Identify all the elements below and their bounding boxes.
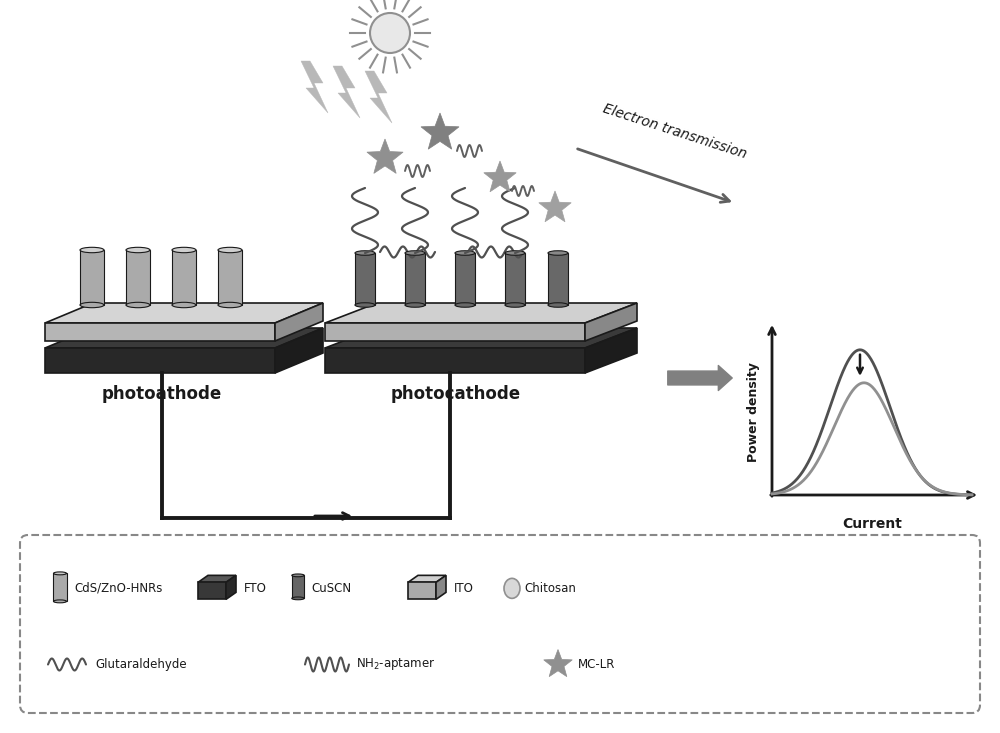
Polygon shape xyxy=(126,250,150,305)
Text: photocathode: photocathode xyxy=(391,385,521,403)
Polygon shape xyxy=(45,303,323,323)
Polygon shape xyxy=(544,649,572,677)
Polygon shape xyxy=(421,113,459,150)
Polygon shape xyxy=(408,575,446,582)
Polygon shape xyxy=(367,139,403,174)
Polygon shape xyxy=(226,575,236,600)
Polygon shape xyxy=(585,303,637,341)
Polygon shape xyxy=(365,71,392,123)
Polygon shape xyxy=(275,328,323,373)
Polygon shape xyxy=(45,348,275,373)
Polygon shape xyxy=(548,253,568,305)
Polygon shape xyxy=(325,328,637,348)
Polygon shape xyxy=(275,303,323,341)
Ellipse shape xyxy=(504,578,520,598)
Polygon shape xyxy=(408,582,436,600)
Polygon shape xyxy=(53,573,66,601)
Ellipse shape xyxy=(80,247,104,253)
Polygon shape xyxy=(45,328,323,348)
Polygon shape xyxy=(325,348,585,373)
Ellipse shape xyxy=(218,302,242,308)
Ellipse shape xyxy=(405,303,425,307)
Polygon shape xyxy=(333,66,360,118)
Text: Chitosan: Chitosan xyxy=(524,582,576,595)
Polygon shape xyxy=(172,250,196,305)
Polygon shape xyxy=(325,323,585,341)
Polygon shape xyxy=(355,253,375,305)
FancyArrowPatch shape xyxy=(668,366,732,391)
Polygon shape xyxy=(80,250,104,305)
Ellipse shape xyxy=(355,251,375,255)
Polygon shape xyxy=(325,303,637,323)
Text: photoathode: photoathode xyxy=(102,385,222,403)
Ellipse shape xyxy=(355,303,375,307)
Text: Current: Current xyxy=(842,517,902,531)
Text: ITO: ITO xyxy=(454,582,474,595)
Text: Electron transmission: Electron transmission xyxy=(601,101,749,161)
Ellipse shape xyxy=(548,303,568,307)
Ellipse shape xyxy=(405,251,425,255)
Polygon shape xyxy=(484,161,516,192)
Text: $\mathregular{-}$: $\mathregular{-}$ xyxy=(252,531,268,549)
Text: $\mathbf{e}^-$: $\mathbf{e}^-$ xyxy=(271,535,299,554)
Polygon shape xyxy=(539,191,571,222)
Text: CuSCN: CuSCN xyxy=(311,582,351,595)
Polygon shape xyxy=(45,323,275,341)
Polygon shape xyxy=(505,253,525,305)
Polygon shape xyxy=(455,253,475,305)
Polygon shape xyxy=(218,250,242,305)
Polygon shape xyxy=(292,575,304,598)
Ellipse shape xyxy=(172,302,196,308)
Ellipse shape xyxy=(292,574,304,577)
Ellipse shape xyxy=(126,247,150,253)
Polygon shape xyxy=(436,575,446,600)
Circle shape xyxy=(370,13,410,53)
Polygon shape xyxy=(405,253,425,305)
Text: FTO: FTO xyxy=(244,582,267,595)
Polygon shape xyxy=(198,575,236,582)
Ellipse shape xyxy=(455,251,475,255)
Ellipse shape xyxy=(54,572,66,575)
Polygon shape xyxy=(198,582,226,600)
Ellipse shape xyxy=(54,600,66,603)
Ellipse shape xyxy=(455,303,475,307)
Text: MC-LR: MC-LR xyxy=(578,658,615,671)
Polygon shape xyxy=(301,61,328,113)
FancyBboxPatch shape xyxy=(20,535,980,713)
Text: Glutaraldehyde: Glutaraldehyde xyxy=(95,658,187,671)
Text: CdS/ZnO-HNRs: CdS/ZnO-HNRs xyxy=(74,582,162,595)
Ellipse shape xyxy=(505,303,525,307)
Ellipse shape xyxy=(292,597,304,600)
Ellipse shape xyxy=(172,247,196,253)
Ellipse shape xyxy=(218,247,242,253)
Polygon shape xyxy=(585,328,637,373)
Ellipse shape xyxy=(505,251,525,255)
Ellipse shape xyxy=(126,302,150,308)
Ellipse shape xyxy=(80,302,104,308)
Ellipse shape xyxy=(548,251,568,255)
Text: NH$_2$-aptamer: NH$_2$-aptamer xyxy=(356,657,435,672)
Text: Power density: Power density xyxy=(748,363,761,463)
